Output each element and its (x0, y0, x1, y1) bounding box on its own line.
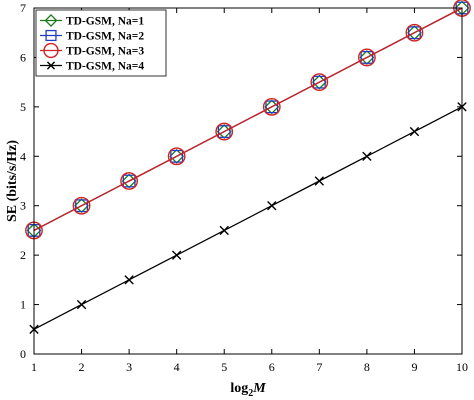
x-axis-label-base: log (230, 381, 248, 396)
legend-label: TD-GSM, Na=3 (66, 46, 144, 58)
series-4-point (219, 225, 229, 236)
x-axis-label: log2M (230, 381, 266, 399)
series-4-point (409, 126, 420, 137)
series-3-point (310, 73, 329, 92)
legend-marker (46, 61, 56, 70)
series-4 (29, 102, 467, 334)
series-4-point (314, 176, 325, 186)
legend: TD-GSM, Na=1 TD-GSM, Na=2 TD-GSM, Na=3 TD-G… (35, 9, 167, 77)
series-4-point (171, 250, 182, 260)
x-tick-label: 7 (316, 360, 322, 374)
legend-marker (43, 42, 59, 59)
x-tick-label: 4 (174, 360, 180, 374)
x-axis-label-variable: M (252, 381, 266, 396)
series-3 (25, 0, 471, 240)
x-tick-label: 9 (411, 360, 417, 374)
x-tick-label: 6 (269, 360, 275, 374)
series-3-point (72, 196, 91, 215)
y-tick-label: 2 (20, 248, 26, 262)
x-axis-label-subscript: 2 (248, 388, 253, 399)
series-3-line (33, 7, 463, 232)
y-tick-label: 6 (20, 50, 26, 64)
series-3-point (120, 172, 139, 190)
y-axis-label: SE (bits/s/Hz) (5, 140, 20, 222)
x-tick-label: 8 (364, 360, 370, 374)
y-tick-label: 5 (20, 100, 26, 114)
series-2-point (170, 149, 184, 163)
legend-marker (44, 14, 58, 27)
series-3-point (405, 23, 424, 42)
series-3-point (215, 122, 234, 141)
plot-frame (33, 7, 463, 355)
series-3-point (357, 48, 376, 67)
y-tick-label: 1 (20, 298, 26, 312)
y-tick-label: 3 (20, 199, 26, 213)
series-4-point (76, 299, 87, 310)
x-tick-label: 5 (221, 360, 227, 374)
legend-label: TD-GSM, Na=1 (66, 16, 144, 28)
series-2-point (265, 100, 279, 114)
legend-label: TD-GSM, Na=2 (66, 31, 144, 43)
series-2-point (75, 199, 89, 213)
series-4-point (267, 201, 277, 211)
series-2-point (360, 50, 374, 64)
series-2-point (217, 125, 231, 139)
x-tick-label: 10 (456, 360, 468, 374)
series-2-point (122, 174, 136, 188)
x-tick-label: 3 (126, 360, 132, 374)
legend-marker (45, 29, 57, 42)
series-4-point (362, 151, 372, 161)
series-2-point (312, 75, 326, 89)
series-3-point (262, 97, 281, 116)
legend-label: TD-GSM, Na=4 (66, 61, 144, 73)
y-tick-label: 0 (20, 347, 26, 361)
x-tick-label: 2 (79, 360, 85, 374)
x-tick-label: 1 (31, 360, 37, 374)
series-2-point (407, 26, 421, 40)
series-layer (25, 0, 471, 334)
series-4-point (124, 275, 134, 285)
y-tick-label: 4 (20, 149, 26, 163)
series-4-line (33, 106, 463, 330)
series-3-point (167, 147, 186, 166)
y-tick-label: 7 (20, 1, 26, 15)
